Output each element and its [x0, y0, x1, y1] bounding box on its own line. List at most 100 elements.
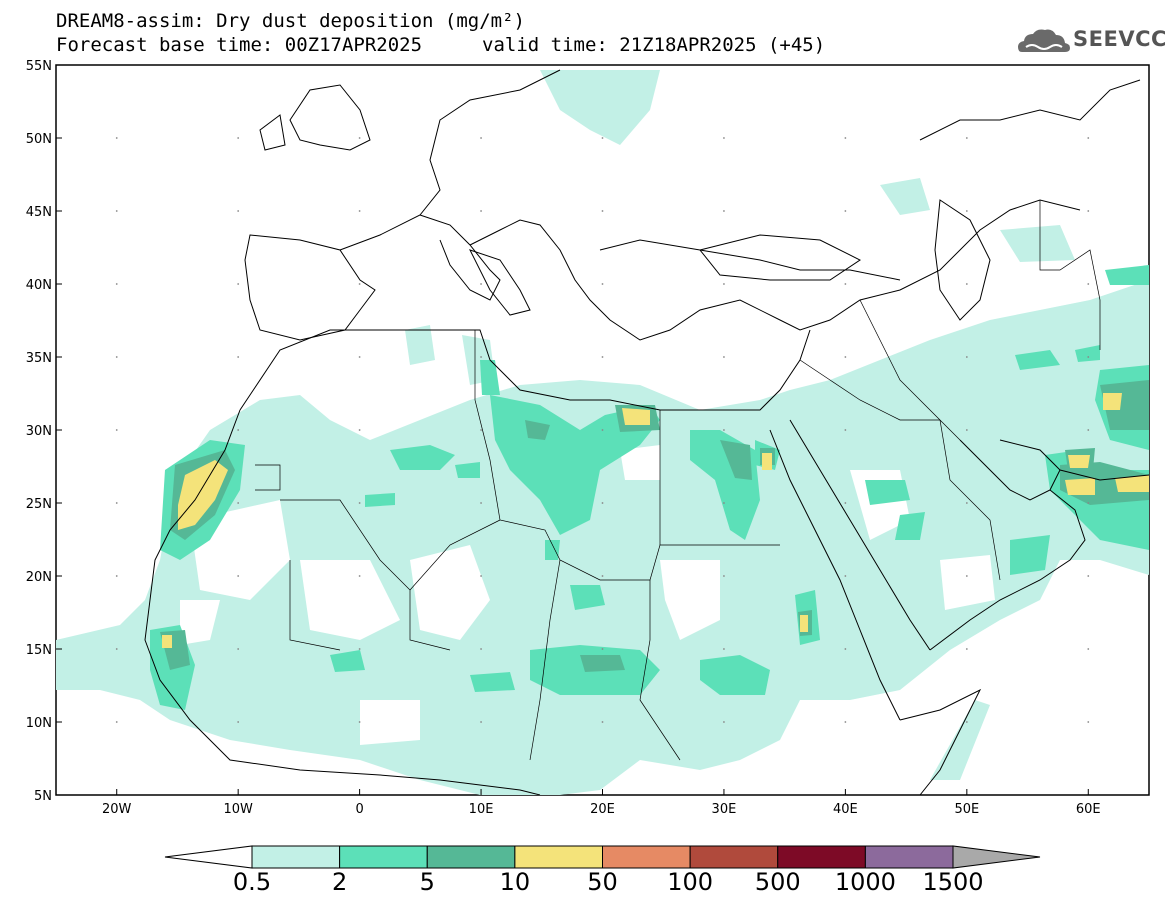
- colorbar-over-triangle: [952, 845, 1041, 869]
- grid-dot: [965, 210, 968, 212]
- lon-axis: 20W 10W 0 10E 20E 30E 40E 50E 60E: [102, 789, 1101, 817]
- grid-dot: [237, 210, 240, 212]
- colorbar-label: 10: [499, 868, 531, 896]
- lat-label: 25N: [26, 497, 52, 512]
- grid-dot: [965, 502, 968, 504]
- grid-dot: [1087, 137, 1090, 139]
- dust-gap: [190, 445, 995, 745]
- grid-dot: [723, 575, 725, 577]
- colorbar-box: [339, 845, 428, 869]
- grid-dot: [358, 210, 361, 212]
- grid-dot: [1087, 283, 1090, 285]
- coastlines: [144, 69, 1149, 795]
- colorbar-box: [777, 845, 866, 869]
- grid-dot: [480, 575, 482, 577]
- grid-dot: [480, 137, 482, 139]
- grid-dot: [115, 502, 118, 504]
- grid-dot: [237, 283, 240, 285]
- grid-dot: [480, 721, 482, 723]
- lat-label: 5N: [34, 789, 52, 804]
- grid-dot: [723, 648, 725, 650]
- grid-dot: [115, 210, 118, 212]
- grid-dot: [237, 648, 240, 650]
- grid-dot: [480, 429, 482, 431]
- grid-dot: [965, 356, 968, 358]
- grid-dot: [723, 356, 725, 358]
- colorbar-box: [602, 845, 691, 869]
- colorbar-label: 5: [419, 868, 435, 896]
- grid-dot: [844, 502, 847, 504]
- grid-dot: [237, 356, 240, 358]
- lon-label: 10E: [469, 802, 494, 817]
- cloud-logo-icon: [1018, 29, 1070, 52]
- borders: [255, 200, 1101, 761]
- lon-label: 30E: [712, 802, 737, 817]
- grid-dot: [844, 721, 847, 723]
- grid-dot: [115, 356, 118, 358]
- grid-dot: [480, 648, 482, 650]
- grid-dot: [601, 721, 604, 723]
- grid-dot: [358, 721, 361, 723]
- grid-dot: [601, 283, 604, 285]
- logo-text: SEEVCCC: [1073, 27, 1165, 51]
- lat-label: 40N: [26, 278, 52, 293]
- grid-dot: [723, 502, 725, 504]
- colorbar-box: [251, 845, 341, 869]
- grid-dot: [965, 648, 968, 650]
- grid-dot: [480, 283, 482, 285]
- lon-label: 20E: [590, 802, 615, 817]
- grid-dot: [601, 356, 604, 358]
- colorbar-label: 500: [754, 868, 801, 896]
- grid-dot: [1087, 575, 1090, 577]
- grid-dots: [115, 137, 1090, 723]
- grid-dot: [1087, 502, 1090, 504]
- dust-level-1: [56, 70, 1149, 795]
- grid-dot: [1087, 648, 1090, 650]
- lat-label: 10N: [26, 716, 52, 731]
- lon-label: 50E: [954, 802, 979, 817]
- grid-dot: [844, 648, 847, 650]
- grid-dot: [601, 648, 604, 650]
- grid-dot: [601, 575, 604, 577]
- grid-dot: [358, 429, 361, 431]
- grid-dot: [237, 575, 240, 577]
- grid-dot: [723, 210, 725, 212]
- grid-dot: [844, 356, 847, 358]
- colorbar-label: 2: [331, 868, 348, 896]
- map-title: DREAM8-assim: Dry dust deposition (mg/m²…: [56, 10, 525, 32]
- lat-label: 20N: [26, 570, 52, 585]
- grid-dot: [115, 137, 118, 139]
- grid-dot: [358, 575, 361, 577]
- grid-dot: [358, 137, 361, 139]
- grid-dot: [480, 210, 482, 212]
- dust-field: [56, 70, 1149, 795]
- lon-label: 20W: [102, 802, 132, 817]
- lat-axis: 55N 50N 45N 40N 35N 30N 25N 20N 15N 10N 5N: [26, 59, 62, 804]
- grid-dot: [115, 575, 118, 577]
- grid-dot: [237, 137, 240, 139]
- colorbar-label: 0.5: [232, 868, 272, 896]
- lat-label: 30N: [26, 424, 52, 439]
- colorbar-label: 100: [667, 868, 714, 896]
- lon-label: 60E: [1076, 802, 1101, 817]
- grid-dot: [601, 502, 604, 504]
- grid-dot: [358, 648, 361, 650]
- lat-label: 15N: [26, 643, 52, 658]
- grid-dot: [723, 429, 725, 431]
- grid-dot: [1087, 429, 1090, 431]
- colorbar-box: [514, 845, 603, 869]
- grid-dot: [480, 502, 482, 504]
- grid-dot: [237, 429, 240, 431]
- lon-label: 40E: [833, 802, 858, 817]
- grid-dot: [965, 137, 968, 139]
- colorbar-label: 1000: [834, 868, 896, 896]
- grid-dot: [844, 575, 847, 577]
- grid-dot: [1087, 721, 1090, 723]
- lat-label: 45N: [26, 205, 52, 220]
- valid-time: valid time: 21Z18APR2025 (+45): [482, 34, 826, 56]
- grid-dot: [723, 721, 725, 723]
- grid-dot: [1087, 356, 1090, 358]
- lon-label: 10W: [223, 802, 253, 817]
